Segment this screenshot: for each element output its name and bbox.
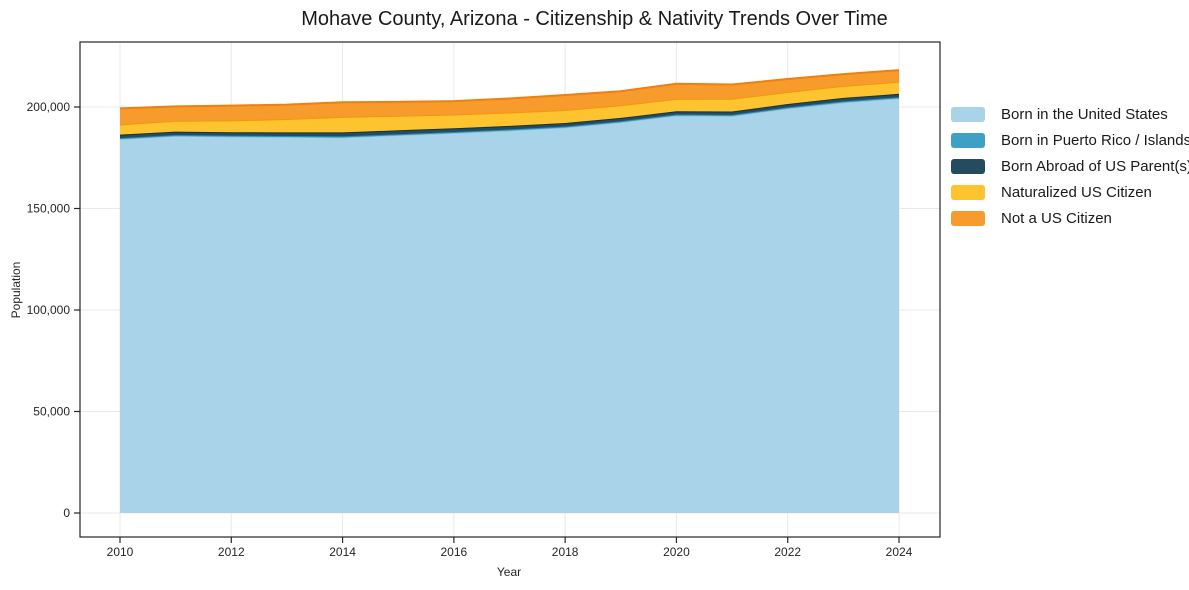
legend-swatch (951, 132, 985, 148)
x-tick-label: 2014 (329, 545, 356, 559)
legend-item: Not a US Citizen (951, 205, 1189, 231)
x-tick-label: 2020 (663, 545, 690, 559)
y-axis-label: Population (9, 261, 23, 319)
x-tick-label: 2024 (886, 545, 913, 559)
y-tick-label: 50,000 (33, 405, 70, 419)
legend: Born in the United States Born in Puerto … (951, 101, 1189, 231)
area-born-abroad-of-us-parent-s- (120, 93, 899, 139)
area-naturalized-us-citizen (120, 81, 899, 135)
legend-label: Born in Puerto Rico / Islands (1001, 131, 1189, 149)
plot-frame (79, 41, 941, 538)
legend-label: Born in the United States (1001, 105, 1168, 123)
legend-item: Naturalized US Citizen (951, 179, 1189, 205)
legend-item: Born Abroad of US Parent(s) (951, 153, 1189, 179)
legend-swatch (951, 106, 985, 122)
legend-item: Born in the United States (951, 101, 1189, 127)
edge-not-a-us-citizen (119, 69, 900, 110)
x-axis-label: Year (496, 565, 522, 579)
y-tick-label: 150,000 (27, 202, 71, 216)
stacked-areas (119, 69, 900, 513)
legend-label: Not a US Citizen (1001, 209, 1112, 227)
area-born-in-the-united-states (120, 98, 899, 513)
y-tick-label: 100,000 (27, 303, 71, 317)
x-tick-label: 2018 (552, 545, 579, 559)
y-tick-label: 200,000 (27, 100, 71, 114)
legend-label: Naturalized US Citizen (1001, 183, 1152, 201)
x-tick-label: 2010 (107, 545, 134, 559)
legend-item: Born in Puerto Rico / Islands (951, 127, 1189, 153)
area-not-a-us-citizen (120, 70, 899, 125)
legend-swatch (951, 210, 985, 226)
axes: 0 50,000 100,000 150,000 200,000 2010 2012 2014… (27, 100, 913, 559)
legend-swatch (951, 158, 985, 174)
chart-title: Mohave County, Arizona - Citizenship & N… (301, 8, 888, 30)
legend-label: Born Abroad of US Parent(s) (1001, 157, 1189, 175)
x-tick-label: 2022 (774, 545, 801, 559)
y-tick-label: 0 (63, 506, 70, 520)
x-tick-label: 2012 (218, 545, 245, 559)
x-tick-label: 2016 (441, 545, 468, 559)
legend-swatch (951, 184, 985, 200)
